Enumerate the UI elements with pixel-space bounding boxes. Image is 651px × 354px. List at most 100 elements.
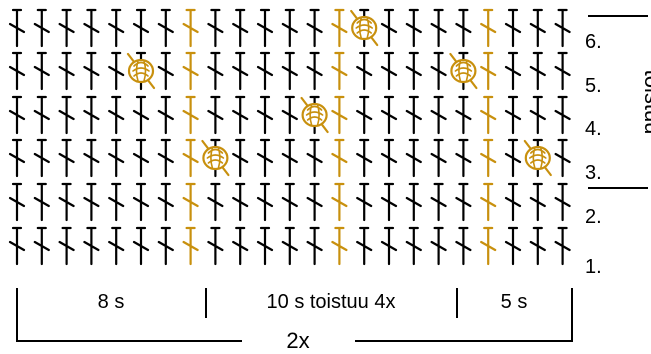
multiplier-label: 2x: [286, 328, 309, 353]
bobble-stitch-2: [126, 52, 156, 90]
stitch-symbol: [380, 51, 398, 91]
stitch-symbol: [108, 226, 125, 266]
stitch-symbol: [232, 8, 249, 48]
section-right-label: 5 s: [501, 291, 528, 313]
stitch-symbol: [554, 138, 571, 178]
multiplier-bracket: 2x: [16, 317, 573, 353]
bobble-stitch-4: [300, 96, 329, 134]
stitch-symbol: [83, 182, 100, 222]
row-label-5: 5.: [585, 75, 602, 97]
stitch-symbol: [256, 8, 274, 48]
stitch-symbol: [405, 182, 422, 222]
stitch-symbol: [108, 8, 125, 48]
stitch-symbol: [380, 95, 398, 135]
stitch-symbol: [232, 226, 249, 266]
stitch-symbol: [207, 51, 224, 91]
stitch-symbol: [108, 138, 125, 178]
stitch-symbol: [33, 95, 50, 135]
stitch-symbol: [207, 95, 224, 135]
stitch-symbol: [132, 8, 150, 48]
stitch-symbol: [380, 138, 398, 178]
stitch-symbol: [356, 182, 373, 222]
stitch-symbol: [232, 182, 249, 222]
accent-stitch-symbol: [182, 8, 199, 48]
stitch-symbol: [58, 8, 75, 48]
stitch-symbol: [232, 95, 249, 135]
stitch-symbol: [108, 95, 125, 135]
stitch-symbol: [108, 51, 125, 91]
section-divider-lines: [16, 288, 573, 318]
accent-stitch-symbol: [331, 226, 348, 266]
stitch-symbol: [281, 182, 298, 222]
accent-stitch-symbol: [480, 51, 497, 91]
stitch-symbol: [529, 95, 546, 135]
stitch-symbol: [256, 51, 274, 91]
section-middle-label: 10 s toistuu 4x: [267, 291, 396, 313]
stitch-symbol: [58, 138, 75, 178]
stitch-symbol: [306, 182, 323, 222]
stitch-symbol: [405, 138, 422, 178]
stitch-symbol: [83, 8, 100, 48]
bobble-stitch-6: [523, 139, 552, 177]
bobble-stitch-1: [350, 9, 379, 47]
stitch-symbol: [554, 51, 571, 91]
stitch-symbol: [132, 226, 150, 266]
stitch-symbol: [232, 51, 249, 91]
repeat-bracket-lines: [588, 15, 648, 189]
stitch-symbol: [8, 182, 26, 222]
stitch-symbol: [58, 182, 75, 222]
stitch-symbol: [455, 8, 472, 48]
stitch-symbol: [281, 138, 298, 178]
stitch-symbol: [157, 8, 174, 48]
stitch-symbol: [33, 8, 50, 48]
stitch-symbol: [157, 226, 174, 266]
stitch-symbol: [430, 51, 447, 91]
stitch-symbol: [405, 95, 422, 135]
accent-stitch-symbol: [480, 226, 497, 266]
stitch-symbol: [132, 138, 150, 178]
stitch-symbol: [256, 226, 274, 266]
stitch-symbol: [356, 138, 373, 178]
row-label-6: 6.: [585, 31, 602, 53]
stitch-symbol: [157, 138, 174, 178]
accent-stitch-symbol: [182, 182, 199, 222]
stitch-symbol: [554, 8, 571, 48]
stitch-symbol: [281, 8, 298, 48]
stitch-symbol: [306, 51, 323, 91]
stitch-symbol: [8, 8, 26, 48]
stitch-symbol: [504, 95, 522, 135]
accent-stitch-symbol: [331, 51, 348, 91]
row-label-2: 2.: [585, 206, 602, 228]
stitch-symbol: [504, 8, 522, 48]
stitch-symbol: [504, 182, 522, 222]
stitch-symbol: [504, 138, 522, 178]
bobble-layer: [126, 9, 552, 177]
accent-stitch-symbol: [182, 51, 199, 91]
stitch-symbol: [207, 8, 224, 48]
accent-stitch-symbol: [331, 95, 348, 135]
stitch-symbol: [455, 138, 472, 178]
stitch-symbol: [132, 95, 150, 135]
stitch-symbol: [157, 182, 174, 222]
stitch-symbol: [455, 182, 472, 222]
stitch-symbol: [58, 95, 75, 135]
stitch-symbol: [83, 138, 100, 178]
stitch-symbol: [430, 138, 447, 178]
accent-stitch-symbol: [182, 138, 199, 178]
multiplier-bracket-lines: [16, 317, 573, 342]
stitch-symbol: [33, 51, 50, 91]
stitch-symbol: [380, 182, 398, 222]
stitch-symbol: [281, 51, 298, 91]
stitch-symbol: [529, 182, 546, 222]
accent-stitch-symbol: [480, 95, 497, 135]
stitch-symbol: [306, 226, 323, 266]
stitch-grid: [8, 8, 571, 266]
stitch-symbol: [132, 182, 150, 222]
stitch-symbol: [281, 95, 298, 135]
stitch-symbol: [281, 226, 298, 266]
stitch-symbol: [455, 226, 472, 266]
section-left-label: 8 s: [98, 291, 125, 313]
stitch-symbol: [58, 51, 75, 91]
